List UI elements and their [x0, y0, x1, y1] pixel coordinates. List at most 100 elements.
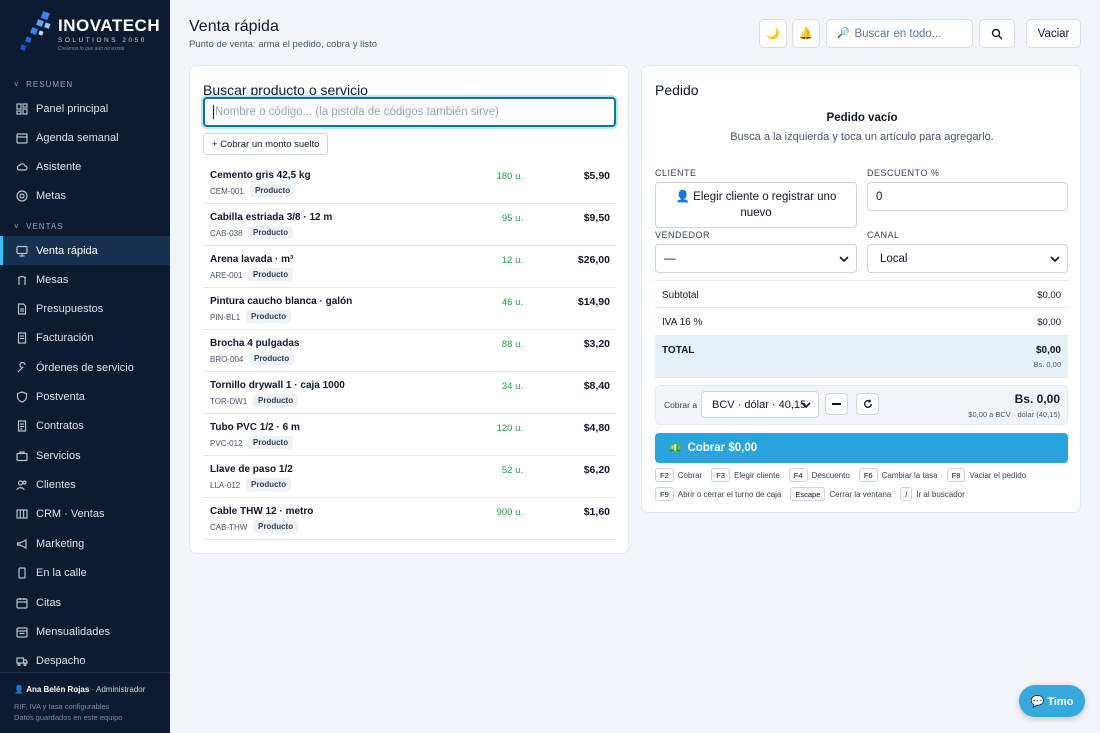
product-price: $3,20	[583, 338, 610, 350]
sidebar-item-clientes[interactable]: Clientes	[0, 470, 170, 499]
sidebar-item-mensualidades[interactable]: Mensualidades	[0, 617, 170, 646]
sidebar-item-panel-principal[interactable]: Panel principal	[0, 94, 170, 123]
product-row[interactable]: Pintura caucho blanca · galón PIN-BL1 Prod…	[203, 288, 616, 330]
exchange-rate-value: BCV · dólar · 40,15	[712, 398, 807, 411]
empty-order-title: Pedido vacío	[826, 112, 898, 124]
choose-client-button[interactable]: 👤 Elegir cliente o registrar uno nuevo	[655, 182, 857, 228]
product-type-badge: Producto	[250, 184, 296, 197]
sidebar-item-label: Postventa	[36, 390, 85, 403]
decrease-rate-button[interactable]	[825, 393, 848, 415]
shortcut-description: Cobrar	[677, 470, 703, 480]
footer-note-config: RIF, IVA y tasa configurables	[14, 702, 110, 711]
product-stock: 120 u.	[496, 423, 523, 434]
sidebar-item-label: Venta rápida	[36, 244, 98, 257]
minus-icon	[832, 403, 841, 405]
section-label-ventas[interactable]: ˅ VENTAS	[14, 222, 64, 231]
bell-icon: 🔔	[799, 28, 813, 40]
product-row[interactable]: Brocha 4 pulgadas BRO-004 Producto 88 u. $3,…	[203, 330, 616, 372]
product-name: Brocha 4 pulgadas	[210, 338, 300, 349]
iva-value: $0,00	[1037, 317, 1061, 328]
sidebar-item-agenda-semanal[interactable]: Agenda semanal	[0, 123, 170, 152]
refresh-rate-button[interactable]	[856, 393, 879, 415]
product-stock: 900 u.	[496, 507, 523, 518]
user-icon: 👤	[675, 191, 694, 203]
discount-value: 0	[876, 190, 883, 203]
product-name: Cemento gris 42,5 kg	[210, 170, 311, 181]
product-row[interactable]: Cable THW 12 · metro CAB-THW Producto 900 u…	[203, 498, 616, 540]
shortcut-description: Vaciar el pedido	[969, 470, 1027, 480]
product-name: Tubo PVC 1/2 · 6 m	[210, 422, 300, 433]
sidebar-item-label: Mesas	[36, 273, 69, 286]
sidebar-item-metas[interactable]: Metas	[0, 181, 170, 210]
seller-label: VENDEDOR	[655, 230, 711, 240]
product-name: Tornillo drywall 1 · caja 1000	[210, 380, 345, 391]
loose-amount-button[interactable]: + Cobrar un monto suelto	[203, 133, 329, 155]
current-user[interactable]: 👤 Ana Belén Rojas · Administrador	[14, 685, 145, 694]
seller-select[interactable]: —	[655, 244, 857, 273]
charge-button[interactable]: 💵 Cobrar $0,00	[655, 433, 1068, 463]
discount-input[interactable]: 0	[867, 182, 1068, 211]
product-row[interactable]: Tubo PVC 1/2 · 6 m PVC-012 Producto 120 u. $…	[203, 414, 616, 456]
sidebar-item-ordenes-de-servicio[interactable]: Órdenes de servicio	[0, 353, 170, 382]
global-search-input[interactable]: 🔎 Buscar en todo...	[826, 19, 973, 48]
subtotal-label: Subtotal	[662, 290, 699, 301]
exchange-rate-select[interactable]: BCV · dólar · 40,15	[701, 391, 819, 418]
product-stock: 180 u.	[496, 171, 523, 182]
sidebar-item-servicios[interactable]: Servicios	[0, 441, 170, 470]
product-code: BRO-004	[210, 355, 244, 364]
total-bs-value: Bs. 0,00	[1033, 360, 1061, 369]
product-type-badge: Producto	[246, 478, 292, 491]
sidebar-item-label: Contratos	[36, 419, 84, 432]
notifications-button[interactable]: 🔔	[792, 19, 820, 48]
product-code: LLA-012	[210, 481, 241, 490]
sidebar-item-despacho[interactable]: Despacho	[0, 646, 170, 675]
sidebar-item-venta-rapida[interactable]: Venta rápida	[0, 236, 170, 265]
sidebar-item-marketing[interactable]: Marketing	[0, 529, 170, 558]
sidebar-item-en-la-calle[interactable]: En la calle	[0, 558, 170, 587]
product-type-badge: Producto	[248, 268, 294, 281]
user-role: · Administrador	[91, 685, 146, 694]
product-row[interactable]: Llave de paso 1/2 LLA-012 Producto 52 u. $6,…	[203, 456, 616, 498]
calendar-check-icon	[16, 597, 28, 609]
brand-logo[interactable]: INOVATECH SOLUTIONS 2050 Creamos lo que …	[18, 10, 160, 56]
sidebar-item-mesas[interactable]: Mesas	[0, 265, 170, 294]
shortcut-key: F4	[788, 468, 808, 482]
sidebar-item-label: Mensualidades	[36, 625, 110, 638]
shortcut-description: Cerrar la ventana	[829, 489, 892, 499]
section-label-resumen[interactable]: ˅ RESUMEN	[14, 80, 74, 89]
product-row[interactable]: Tornillo drywall 1 · caja 1000 TOR-DW1 Pro…	[203, 372, 616, 414]
briefcase-icon	[16, 450, 28, 462]
sidebar-item-citas[interactable]: Citas	[0, 588, 170, 617]
channel-label: CANAL	[867, 230, 900, 240]
sidebar-item-asistente[interactable]: Asistente	[0, 152, 170, 181]
product-row[interactable]: Cemento gris 42,5 kg CEM-001 Producto 180 u…	[203, 162, 616, 204]
product-code: CEM-001	[210, 187, 244, 196]
table-icon	[16, 274, 28, 286]
sidebar-item-contratos[interactable]: Contratos	[0, 411, 170, 440]
product-stock: 46 u.	[501, 297, 523, 308]
product-row[interactable]: Cabilla estriada 3/8 · 12 m CAB-038 Produc…	[203, 204, 616, 246]
product-price: $4,80	[583, 422, 610, 434]
sidebar-item-presupuestos[interactable]: Presupuestos	[0, 294, 170, 323]
page-title: Venta rápida	[189, 18, 279, 35]
sidebar-item-facturacion[interactable]: Facturación	[0, 323, 170, 352]
sidebar-item-label: Órdenes de servicio	[36, 361, 134, 374]
product-search-input[interactable]: Nombre o código... (la pistola de código…	[203, 97, 616, 127]
channel-select[interactable]: Local	[867, 244, 1068, 273]
sidebar: INOVATECH SOLUTIONS 2050 Creamos lo que …	[0, 0, 170, 733]
pay-to-label: Cobrar a	[664, 400, 698, 410]
product-code: CAB-THW	[210, 523, 248, 532]
global-search-button[interactable]	[979, 19, 1015, 48]
sidebar-item-crm-ventas[interactable]: CRM · Ventas	[0, 499, 170, 528]
shortcut-description: Ir al buscador	[916, 489, 965, 499]
theme-toggle-button[interactable]: 🌙	[759, 19, 787, 48]
truck-icon	[16, 655, 28, 667]
assistant-chat-button[interactable]: 💬 Timo	[1019, 685, 1085, 717]
sidebar-item-label: Despacho	[36, 654, 86, 667]
clear-button[interactable]: Vaciar	[1026, 19, 1081, 48]
text-cursor	[213, 105, 214, 119]
user-name: Ana Belén Rojas	[26, 685, 90, 694]
product-row[interactable]: Arena lavada · m³ ARE-001 Producto 12 u. $26…	[203, 246, 616, 288]
shortcut-key: /	[900, 487, 913, 501]
sidebar-item-postventa[interactable]: Postventa	[0, 382, 170, 411]
